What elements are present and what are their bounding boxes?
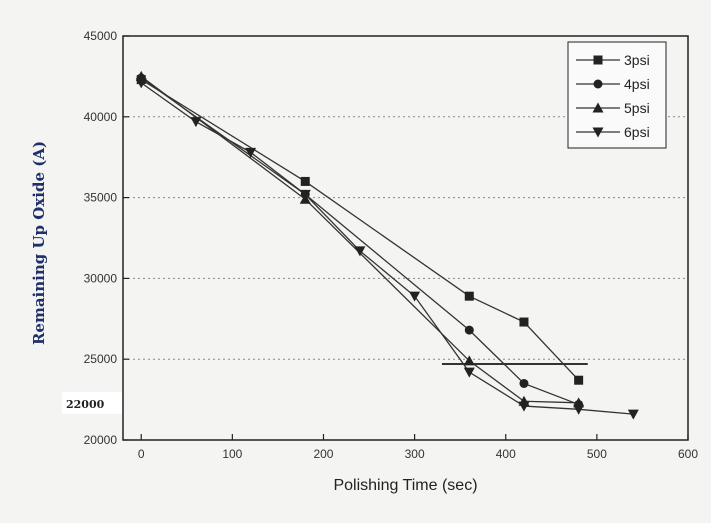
- series-line-6psi: [140, 82, 634, 415]
- x-tick-label-100: 100: [222, 447, 242, 461]
- data-point-6psi-360: [463, 367, 475, 378]
- x-axis-title: Polishing Time (sec): [333, 477, 477, 494]
- legend-label-5psi: 5psi: [624, 100, 650, 116]
- data-point-3psi-180: [300, 176, 310, 186]
- data-point-6psi-420: [518, 401, 530, 412]
- data-point-6psi-540: [627, 409, 639, 420]
- legend-label-6psi: 6psi: [624, 124, 650, 140]
- x-tick-label-0: 0: [138, 447, 145, 461]
- annotation-22000: 22000: [66, 398, 105, 411]
- data-point-4psi-360: [464, 325, 474, 335]
- legend: 3psi 4psi 5psi 6psi: [567, 41, 667, 149]
- data-point-6psi-480: [573, 404, 585, 415]
- x-tick-label-400: 400: [496, 447, 516, 461]
- x-tick-label-300: 300: [405, 447, 425, 461]
- x-tick-label-200: 200: [313, 447, 333, 461]
- y-tick-label-25000: 25000: [84, 352, 118, 366]
- series-line-4psi: [140, 77, 579, 406]
- data-point-6psi-60: [190, 117, 202, 128]
- y-tick-label-30000: 30000: [84, 271, 118, 285]
- data-point-3psi-480: [574, 375, 584, 385]
- legend-marker-4psi: [593, 79, 603, 89]
- y-tick-label-20000: 20000: [84, 433, 118, 447]
- legend-label-4psi: 4psi: [624, 76, 650, 92]
- y-tick-label-40000: 40000: [84, 110, 118, 124]
- y-axis-title: Remaining Up Oxide (A): [30, 141, 48, 345]
- data-point-6psi-240: [354, 246, 366, 257]
- data-point-6psi-180: [299, 189, 311, 200]
- x-axis-ticks: 0 100 200 300 400 500 600: [138, 434, 698, 461]
- y-axis-ticks: 20000 25000 30000 35000 40000 45000: [84, 29, 129, 447]
- series-group: [135, 70, 639, 420]
- data-point-3psi-420: [519, 317, 529, 327]
- data-point-6psi-0: [135, 78, 147, 89]
- y-tick-label-35000: 35000: [84, 191, 118, 205]
- y-tick-label-45000: 45000: [84, 29, 118, 43]
- data-point-6psi-300: [409, 291, 421, 302]
- series-6psi: [135, 78, 639, 420]
- data-point-5psi-360: [463, 355, 475, 366]
- x-tick-label-600: 600: [678, 447, 698, 461]
- gridlines: [123, 116, 688, 360]
- legend-marker-6psi: [592, 127, 604, 138]
- plot-frame: [122, 35, 689, 441]
- data-point-6psi-120: [245, 147, 257, 158]
- legend-marker-5psi: [592, 102, 604, 113]
- annotation-background: [62, 392, 122, 414]
- annotation-group: 22000: [62, 392, 122, 414]
- data-point-4psi-420: [519, 378, 529, 388]
- legend-label-3psi: 3psi: [624, 52, 650, 68]
- data-point-3psi-360: [464, 291, 474, 301]
- legend-marker-3psi: [593, 55, 603, 65]
- x-tick-label-500: 500: [587, 447, 607, 461]
